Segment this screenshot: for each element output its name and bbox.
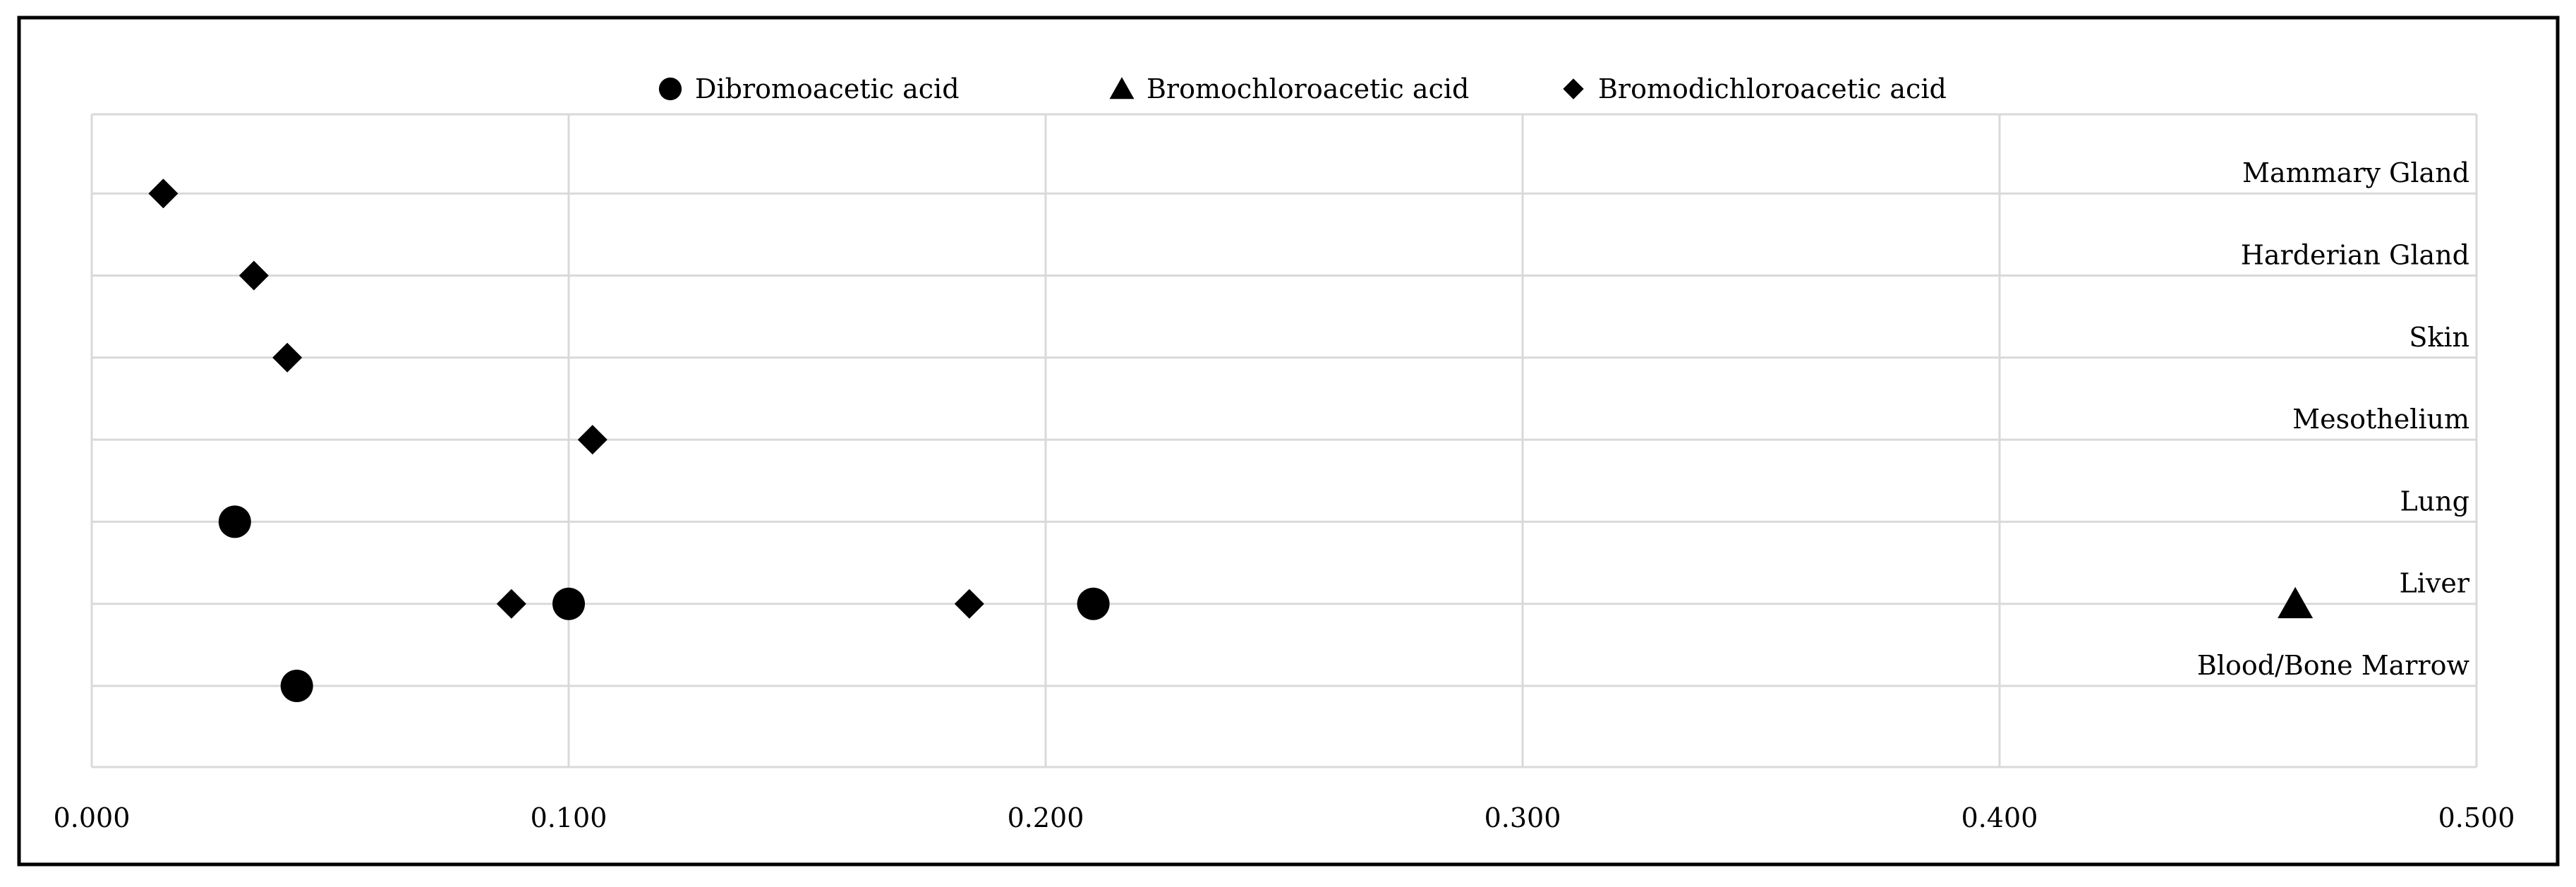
category-label: Mesothelium <box>2292 404 2469 435</box>
category-label: Lung <box>2400 485 2469 517</box>
category-label: Harderian Gland <box>2241 240 2469 271</box>
data-point-bromodichloroacetic-acid <box>272 342 303 373</box>
data-point-bromodichloroacetic-acid <box>577 425 607 455</box>
data-point-dibromoacetic-acid <box>218 505 251 538</box>
data-point-bromodichloroacetic-acid <box>954 589 984 619</box>
data-points <box>148 179 2314 702</box>
category-label: Mammary Gland <box>2242 157 2469 188</box>
legend-label-bromochloroacetic-acid: Bromochloroacetic acid <box>1147 73 1469 104</box>
legend-label-bromodichloroacetic-acid: Bromodichloroacetic acid <box>1598 73 1947 104</box>
x-tick-label: 0.300 <box>1484 802 1561 833</box>
legend-label-dibromoacetic-acid: Dibromoacetic acid <box>695 73 960 104</box>
x-axis-ticks: 0.000 0.100 0.200 0.300 0.400 0.500 <box>54 802 2515 833</box>
data-point-bromodichloroacetic-acid <box>238 260 269 291</box>
legend: Dibromoacetic acid Bromochloroacetic acid… <box>658 73 1947 104</box>
data-point-bromodichloroacetic-acid <box>496 589 526 619</box>
x-tick-label: 0.000 <box>54 802 131 833</box>
legend-marker-bromochloroacetic-acid <box>1109 77 1135 99</box>
chart-border <box>17 16 2560 867</box>
data-point-bromodichloroacetic-acid <box>148 179 179 209</box>
legend-marker-bromodichloroacetic-acid <box>1563 78 1584 99</box>
data-point-dibromoacetic-acid <box>552 587 585 620</box>
x-tick-label: 0.200 <box>1008 802 1084 833</box>
category-labels: Blood/Bone Marrow Liver Lung Mesothelium Ski… <box>2197 157 2470 681</box>
data-point-bromochloroacetic-acid <box>2278 586 2314 619</box>
category-label: Liver <box>2399 568 2469 599</box>
grid-lines <box>90 113 2478 768</box>
data-point-dibromoacetic-acid <box>1077 587 1110 620</box>
x-tick-label: 0.500 <box>2438 802 2515 833</box>
category-label: Blood/Bone Marrow <box>2197 650 2470 681</box>
category-label: Skin <box>2409 322 2469 353</box>
x-tick-label: 0.100 <box>531 802 607 833</box>
x-tick-label: 0.400 <box>1961 802 2038 833</box>
legend-marker-dibromoacetic-acid <box>658 77 682 101</box>
data-point-dibromoacetic-acid <box>280 670 313 702</box>
